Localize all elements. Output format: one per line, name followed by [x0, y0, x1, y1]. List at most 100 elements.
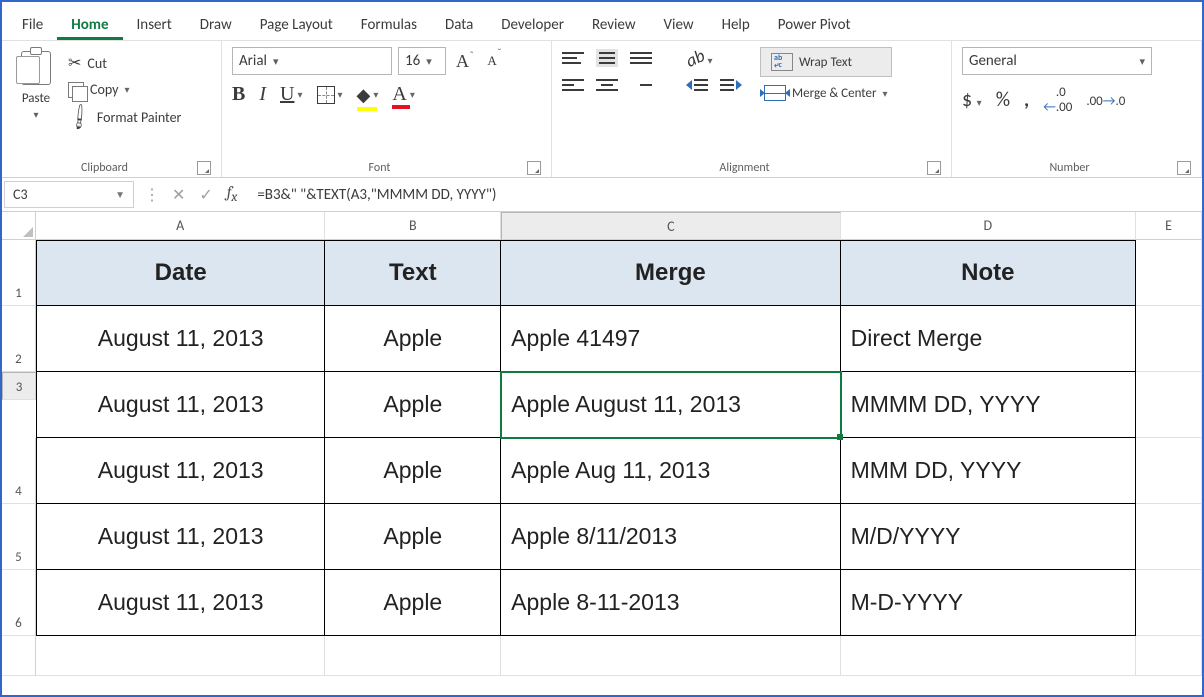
align-bottom-button[interactable]	[630, 52, 652, 64]
tab-help[interactable]: Help	[708, 8, 764, 40]
cell-E1[interactable]	[1136, 240, 1202, 306]
fill-color-button[interactable]: ◆ ▾	[357, 84, 379, 106]
cell-D3[interactable]: MMMM DD, YYYY	[841, 372, 1136, 438]
increase-indent-button[interactable]	[720, 79, 742, 91]
name-box[interactable]: C3 ▼	[4, 181, 134, 208]
chevron-down-icon[interactable]: ▼	[115, 188, 125, 201]
row-header-3[interactable]: 3	[2, 372, 36, 400]
tab-formulas[interactable]: Formulas	[347, 8, 431, 40]
cell-B7[interactable]	[325, 636, 501, 676]
col-header-A[interactable]: A	[36, 212, 326, 240]
col-header-D[interactable]: D	[841, 212, 1137, 240]
cell-B5[interactable]: Apple	[325, 504, 501, 570]
orientation-button[interactable]: ab ▾	[686, 47, 713, 69]
row-header-6[interactable]: 6	[2, 570, 36, 636]
comma-format-button[interactable]: ,	[1024, 88, 1029, 112]
underline-button[interactable]: U ▾	[280, 83, 302, 106]
tab-file[interactable]: File	[8, 8, 57, 40]
row-header-1[interactable]: 1	[2, 240, 36, 306]
cell-B2[interactable]: Apple	[325, 306, 501, 372]
cell-E6[interactable]	[1136, 570, 1202, 636]
cell-D2[interactable]: Direct Merge	[841, 306, 1137, 372]
row-header-4[interactable]: 4	[2, 438, 36, 504]
decrease-font-button[interactable]: Aˇ	[483, 53, 505, 69]
row-header-7[interactable]	[2, 636, 36, 676]
align-middle-button[interactable]	[596, 49, 618, 67]
font-color-button[interactable]: A ▾	[392, 83, 414, 106]
wrap-text-button[interactable]: ab⤶c Wrap Text	[760, 47, 892, 77]
cell-A2[interactable]: August 11, 2013	[36, 306, 326, 372]
align-top-button[interactable]	[562, 52, 584, 64]
cell-D5[interactable]: M/D/YYYY	[841, 504, 1137, 570]
increase-font-button[interactable]: Aˆ	[452, 51, 477, 72]
accounting-format-button[interactable]: $ ▾	[962, 88, 982, 112]
cell-A6[interactable]: August 11, 2013	[36, 570, 326, 636]
dialog-launcher-alignment[interactable]	[927, 161, 941, 175]
copy-button[interactable]: Copy ▾	[68, 81, 181, 98]
tab-home[interactable]: Home	[57, 8, 122, 40]
cell-E4[interactable]	[1136, 438, 1202, 504]
cell-D4[interactable]: MMM DD, YYYY	[841, 438, 1137, 504]
enter-formula-button[interactable]: ✓	[199, 185, 212, 205]
col-header-C[interactable]: C	[501, 212, 840, 240]
col-header-E[interactable]: E	[1136, 212, 1202, 240]
formula-bar[interactable]: =B3&" "&TEXT(A3,"MMMM DD, YYYY")	[247, 178, 1202, 211]
merge-center-button[interactable]: Merge & Center ▾	[760, 85, 892, 101]
increase-decimal-button[interactable]: ←.0.00	[1043, 85, 1072, 115]
col-header-B[interactable]: B	[325, 212, 501, 240]
row-header-2[interactable]: 2	[2, 306, 36, 372]
header-note[interactable]: Note	[841, 240, 1137, 306]
cancel-formula-button[interactable]: ✕	[172, 185, 185, 205]
header-date[interactable]: Date	[36, 240, 326, 306]
number-format-select[interactable]: General ▾	[962, 47, 1152, 75]
cell-E5[interactable]	[1136, 504, 1202, 570]
tab-data[interactable]: Data	[431, 8, 487, 40]
dialog-launcher-font[interactable]	[527, 161, 541, 175]
bold-button[interactable]: B	[232, 83, 245, 106]
cell-D7[interactable]	[841, 636, 1137, 676]
cell-E2[interactable]	[1136, 306, 1202, 372]
drag-handle-icon[interactable]: ⋮	[144, 185, 158, 205]
borders-button[interactable]: ▾	[317, 86, 343, 104]
cell-B3[interactable]: Apple	[325, 372, 501, 438]
cell-C5[interactable]: Apple 8/11/2013	[501, 504, 840, 570]
align-left-button[interactable]	[562, 79, 584, 91]
format-painter-button[interactable]: 🖌 Format Painter	[68, 106, 181, 128]
paste-button[interactable]: Paste ▾	[12, 47, 60, 121]
cell-B4[interactable]: Apple	[325, 438, 501, 504]
italic-button[interactable]: I	[259, 83, 266, 106]
tab-review[interactable]: Review	[578, 8, 650, 40]
tab-insert[interactable]: Insert	[123, 8, 186, 40]
tab-power-pivot[interactable]: Power Pivot	[764, 8, 865, 40]
align-center-button[interactable]	[596, 79, 618, 91]
percent-format-button[interactable]: %	[996, 88, 1010, 112]
chevron-down-icon[interactable]: ▾	[124, 83, 129, 96]
tab-draw[interactable]: Draw	[186, 8, 246, 40]
header-merge[interactable]: Merge	[501, 240, 840, 306]
decrease-indent-button[interactable]	[686, 79, 708, 91]
cell-C3[interactable]: Apple August 11, 2013	[501, 372, 840, 438]
cell-B6[interactable]: Apple	[325, 570, 501, 636]
row-header-5[interactable]: 5	[2, 504, 36, 570]
cell-A4[interactable]: August 11, 2013	[36, 438, 326, 504]
cut-button[interactable]: ✂ Cut	[68, 53, 181, 73]
cell-C6[interactable]: Apple 8-11-2013	[501, 570, 840, 636]
cell-A7[interactable]	[36, 636, 326, 676]
cell-E7[interactable]	[1136, 636, 1202, 676]
insert-function-button[interactable]: fx	[227, 183, 238, 205]
dialog-launcher-clipboard[interactable]	[197, 161, 211, 175]
cell-C4[interactable]: Apple Aug 11, 2013	[501, 438, 840, 504]
font-name-select[interactable]: Arial▾	[232, 47, 392, 75]
tab-page-layout[interactable]: Page Layout	[246, 8, 347, 40]
cell-A5[interactable]: August 11, 2013	[36, 504, 326, 570]
cell-A3[interactable]: August 11, 2013	[36, 372, 326, 438]
cell-D6[interactable]: M-D-YYYY	[841, 570, 1137, 636]
dialog-launcher-number[interactable]	[1177, 161, 1191, 175]
decrease-decimal-button[interactable]: .00→.0	[1086, 92, 1125, 109]
font-size-select[interactable]: 16▾	[398, 47, 446, 75]
header-text[interactable]: Text	[325, 240, 501, 306]
tab-developer[interactable]: Developer	[487, 8, 578, 40]
tab-view[interactable]: View	[650, 8, 708, 40]
cell-C2[interactable]: Apple 41497	[501, 306, 840, 372]
select-all-corner[interactable]	[2, 212, 36, 240]
